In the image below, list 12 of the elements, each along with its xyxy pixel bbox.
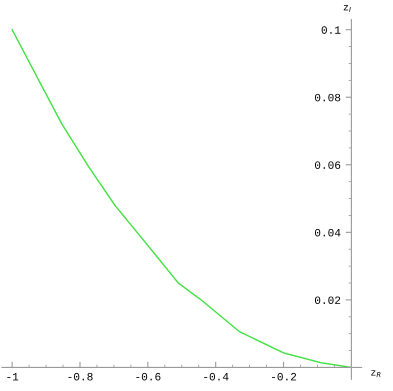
x-tick-label: -0.4 — [204, 372, 228, 380]
y-tick-label: 0.06 — [314, 161, 340, 169]
x-tick-label: -1 — [7, 373, 18, 380]
y-tick-label: 0.08 — [314, 94, 340, 102]
y-tick-label: 0.02 — [314, 296, 340, 304]
x-axis-title: z$_{R}$ — [371, 370, 380, 378]
y-tick-label: 0.04 — [314, 228, 340, 236]
x-tick-label: -0.6 — [136, 372, 160, 380]
y-axis-title: z$_{I}$ — [344, 5, 351, 12]
x-tick-label: -0.2 — [272, 372, 296, 380]
y-tick-label: 0.1 — [322, 26, 340, 34]
x-tick-label: -0.8 — [68, 372, 93, 380]
